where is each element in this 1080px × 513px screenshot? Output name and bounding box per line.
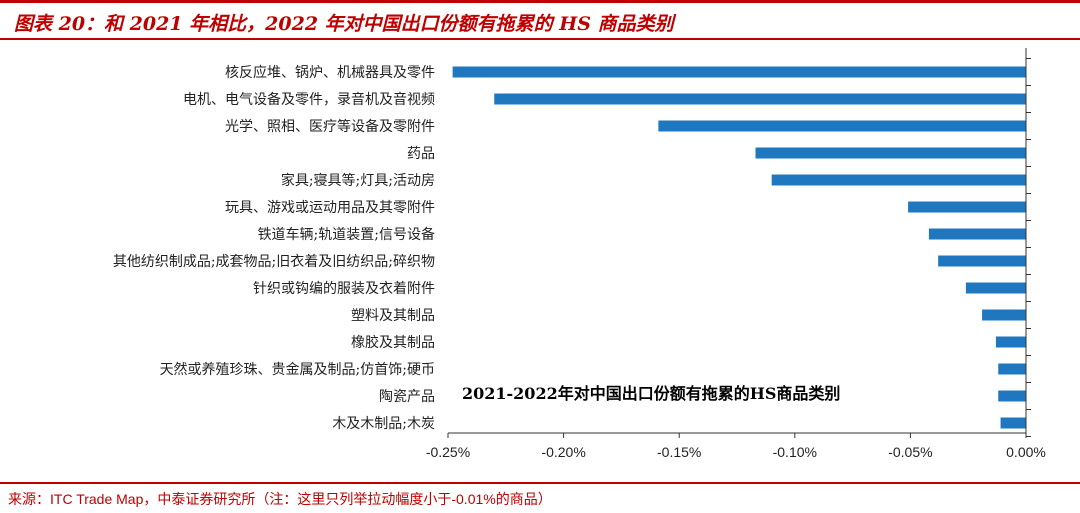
x-tick-label: -0.10% [773, 444, 817, 460]
footer: 来源：ITC Trade Map，中泰证券研究所（注：这里只列举拉动幅度小于-0… [0, 482, 1080, 513]
chart-bar [771, 174, 1026, 186]
chart-bar [755, 147, 1026, 159]
x-tick-label: -0.25% [426, 444, 470, 460]
chart-bar [1000, 417, 1026, 429]
chart-bar [998, 363, 1026, 375]
chart-bar [938, 255, 1026, 267]
category-label: 光学、照相、医疗等设备及零附件 [225, 118, 435, 135]
x-tick-label: -0.15% [657, 444, 701, 460]
category-label: 陶瓷产品 [379, 389, 435, 405]
category-label: 木及木制品;木炭 [332, 416, 435, 432]
category-label: 天然或养殖珍珠、贵金属及制品;仿首饰;硬币 [160, 361, 435, 378]
chart-bar [965, 282, 1026, 294]
category-label: 铁道车辆;轨道装置;信号设备 [258, 226, 435, 243]
bar-chart: 核反应堆、锅炉、机械器具及零件电机、电气设备及零件，录音机及音视频光学、照相、医… [113, 48, 1046, 460]
category-label: 家具;寝具等;灯具;活动房 [281, 172, 435, 189]
title-bar: 图表 20：和 2021 年相比，2022 年对中国出口份额有拖累的 HS 商品… [0, 0, 1080, 40]
x-tick-label: -0.05% [888, 444, 932, 460]
category-label: 玩具、游戏或运动用品及其零附件 [225, 200, 435, 216]
page-title: 图表 20：和 2021 年相比，2022 年对中国出口份额有拖累的 HS 商品… [14, 13, 674, 35]
category-label: 针织或钩编的服装及衣着附件 [253, 281, 435, 297]
chart-bar [995, 336, 1026, 348]
category-label: 核反应堆、锅炉、机械器具及零件 [225, 64, 435, 81]
chart-bar [658, 120, 1026, 132]
category-label: 药品 [407, 146, 435, 162]
category-label: 橡胶及其制品 [351, 334, 435, 351]
category-label: 塑料及其制品 [351, 308, 435, 324]
chart-annotation: 2021-2022年对中国出口份额有拖累的HS商品类别 [462, 384, 840, 403]
chart-bar [452, 66, 1026, 78]
category-label: 电机、电气设备及零件，录音机及音视频 [183, 91, 435, 108]
chart-bar [928, 228, 1026, 240]
chart-bar [982, 309, 1026, 321]
chart-bar [494, 93, 1026, 105]
x-tick-label: -0.20% [541, 444, 585, 460]
chart-bar [998, 390, 1026, 402]
category-label: 其他纺织制成品;成套物品;旧衣着及旧纺织品;碎织物 [113, 254, 435, 270]
source-note: 来源：ITC Trade Map，中泰证券研究所（注：这里只列举拉动幅度小于-0… [8, 491, 552, 507]
x-tick-label: 0.00% [1006, 444, 1046, 460]
chart-bar [908, 201, 1026, 213]
